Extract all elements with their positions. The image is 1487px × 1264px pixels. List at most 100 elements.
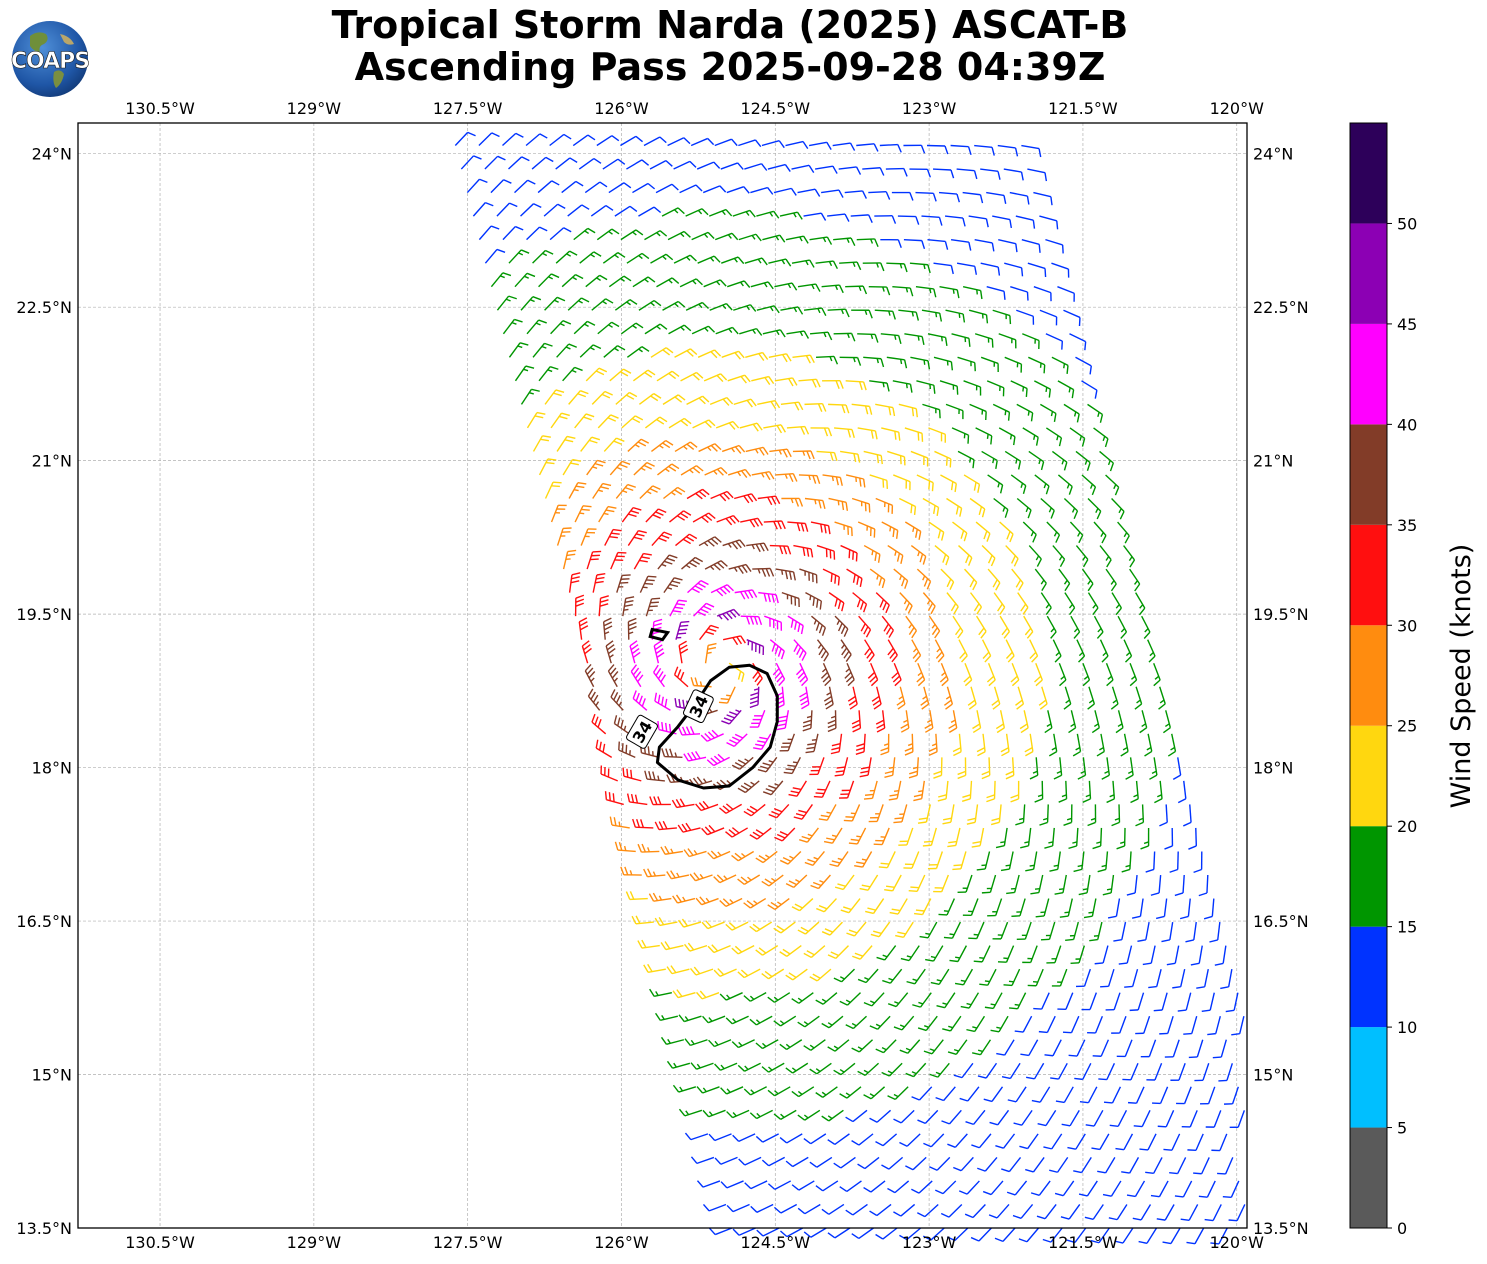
- wind-barb: [916, 1203, 939, 1218]
- wind-barb: [615, 483, 636, 499]
- wind-barb: [1010, 474, 1027, 494]
- wind-barb: [892, 380, 913, 393]
- wind-barb: [811, 615, 827, 636]
- wind-barb: [959, 1086, 980, 1102]
- wind-barb: [1222, 1180, 1240, 1199]
- wind-barb: [679, 278, 703, 288]
- wind-barb: [798, 474, 821, 484]
- wind-barb: [1210, 1227, 1228, 1245]
- wind-barb: [1034, 568, 1047, 591]
- wind-barb: [648, 892, 672, 902]
- wind-barb: [1099, 450, 1114, 472]
- wind-barb: [502, 132, 524, 147]
- wind-barb: [756, 1227, 780, 1237]
- wind-barb: [927, 851, 944, 870]
- wind-barb: [1169, 1157, 1187, 1175]
- wind-barb: [1003, 168, 1024, 181]
- wind-barb: [1081, 568, 1094, 592]
- wind-barb: [834, 427, 855, 438]
- wind-barb: [751, 470, 775, 481]
- wind-barb: [818, 804, 837, 821]
- wind-barb: [538, 366, 559, 382]
- wind-barb: [677, 822, 701, 833]
- wind-barb: [875, 1039, 897, 1054]
- wind-barb: [859, 874, 879, 891]
- wind-barb: [1070, 615, 1081, 639]
- wind-barb: [1000, 733, 1010, 757]
- wind-barb: [996, 1039, 1015, 1056]
- wind-barb: [555, 250, 578, 264]
- wind-barb: [714, 232, 739, 241]
- wind-barb: [786, 425, 810, 435]
- wind-barb: [1138, 1227, 1158, 1244]
- wind-barb: [980, 262, 1001, 276]
- wind-barb: [956, 168, 978, 180]
- lat-tick-label-right: 21°N: [1253, 452, 1293, 471]
- wind-barb: [932, 168, 955, 179]
- wind-barb: [709, 396, 734, 406]
- wind-barb: [893, 1203, 916, 1217]
- wind-barb: [643, 963, 666, 973]
- wind-barb: [974, 144, 995, 156]
- wind-barb: [767, 992, 791, 1003]
- wind-barb: [956, 262, 978, 275]
- wind-barb: [997, 945, 1015, 963]
- wind-barb: [693, 602, 715, 617]
- wind-barb: [602, 252, 626, 264]
- wind-barb: [1162, 710, 1172, 734]
- wind-barb: [1198, 874, 1209, 897]
- wind-barb: [1220, 969, 1233, 990]
- wind-barb: [609, 816, 630, 829]
- wind-barb: [815, 1086, 838, 1098]
- wind-barb: [922, 827, 938, 847]
- wind-barb: [763, 424, 786, 434]
- colorbar-bin: [1350, 524, 1387, 626]
- wind-barb: [1179, 898, 1191, 920]
- wind-barb: [922, 403, 941, 419]
- wind-barb: [556, 343, 577, 358]
- wind-barb: [957, 874, 973, 893]
- wind-barb: [1018, 1227, 1040, 1243]
- wind-barb: [685, 208, 709, 217]
- wind-barb: [840, 544, 858, 562]
- wind-barb: [827, 945, 849, 960]
- wind-barb: [1017, 592, 1029, 615]
- wind-barb: [1028, 545, 1042, 567]
- wind-barb: [833, 1156, 856, 1169]
- wind-barb: [857, 1062, 880, 1076]
- wind-barb: [1103, 1086, 1122, 1104]
- wind-barb: [466, 178, 488, 194]
- wind-barb: [887, 1086, 909, 1101]
- wind-barb: [714, 138, 738, 147]
- wind-barb: [1083, 898, 1097, 919]
- wind-barb: [887, 450, 906, 466]
- wind-barb: [1118, 945, 1133, 965]
- wind-barb: [644, 323, 668, 335]
- wind-barb: [875, 403, 896, 417]
- wind-barb: [1016, 403, 1034, 422]
- wind-barb: [769, 639, 785, 660]
- wind-barb: [916, 662, 926, 687]
- colorbar-bin: [1350, 725, 1387, 827]
- wind-barb: [940, 1203, 963, 1218]
- wind-barb: [993, 497, 1009, 518]
- wind-barb: [859, 757, 872, 778]
- wind-barb: [797, 1203, 821, 1215]
- wind-barb: [695, 800, 719, 812]
- wind-barb: [673, 254, 697, 264]
- wind-barb: [684, 1132, 709, 1141]
- wind-barb: [749, 710, 766, 728]
- wind-barb: [804, 851, 825, 866]
- wind-barb: [874, 215, 897, 224]
- wind-barb: [675, 533, 698, 547]
- wind-barb: [1029, 757, 1039, 780]
- wind-barb: [1012, 1204, 1034, 1220]
- wind-barb: [916, 568, 932, 590]
- wind-barb: [899, 592, 913, 614]
- wind-barb: [899, 1039, 921, 1054]
- wind-barb: [803, 1227, 827, 1238]
- wind-barb: [721, 444, 746, 454]
- wind-barb: [997, 144, 1019, 157]
- lon-tick-label-bottom: 123°W: [902, 1233, 957, 1252]
